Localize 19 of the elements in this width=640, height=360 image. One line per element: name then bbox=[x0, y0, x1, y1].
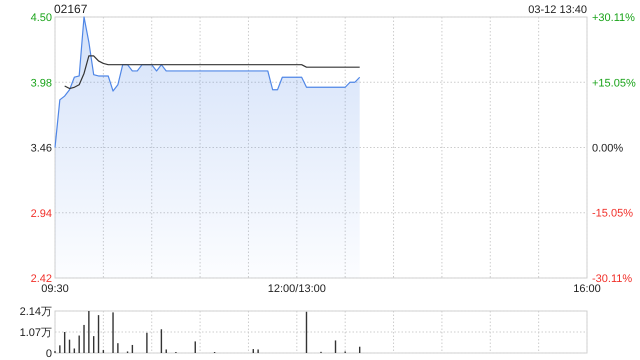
y2-tick-label: -15.05% bbox=[592, 208, 634, 220]
x-tick-label: 16:00 bbox=[573, 283, 601, 295]
chart-title: 02167 bbox=[54, 2, 88, 16]
y2-tick-label: +30.11% bbox=[592, 12, 636, 24]
text: 03-12 13:40 bbox=[528, 4, 587, 16]
y2-tick-label: 0.00% bbox=[592, 142, 624, 154]
y-tick-label: 2.94 bbox=[30, 208, 52, 220]
y-tick-label: 2.14万 bbox=[20, 306, 52, 318]
y-tick-label: 0 bbox=[46, 348, 52, 360]
y-tick-label: 3.98 bbox=[30, 77, 52, 90]
y2-tick-label: -30.11% bbox=[592, 273, 632, 285]
y-tick-label: 2.42 bbox=[30, 273, 52, 285]
x-tick-label: 12:00/13:00 bbox=[268, 283, 326, 295]
y2-tick-label: +15.05% bbox=[592, 77, 636, 90]
y-tick-label: 4.50 bbox=[30, 12, 52, 24]
x-tick-label: 09:30 bbox=[41, 283, 69, 295]
line-series bbox=[64, 55, 360, 90]
y-tick-label: 1.07万 bbox=[20, 327, 52, 339]
y-tick-label: 3.46 bbox=[30, 142, 52, 154]
